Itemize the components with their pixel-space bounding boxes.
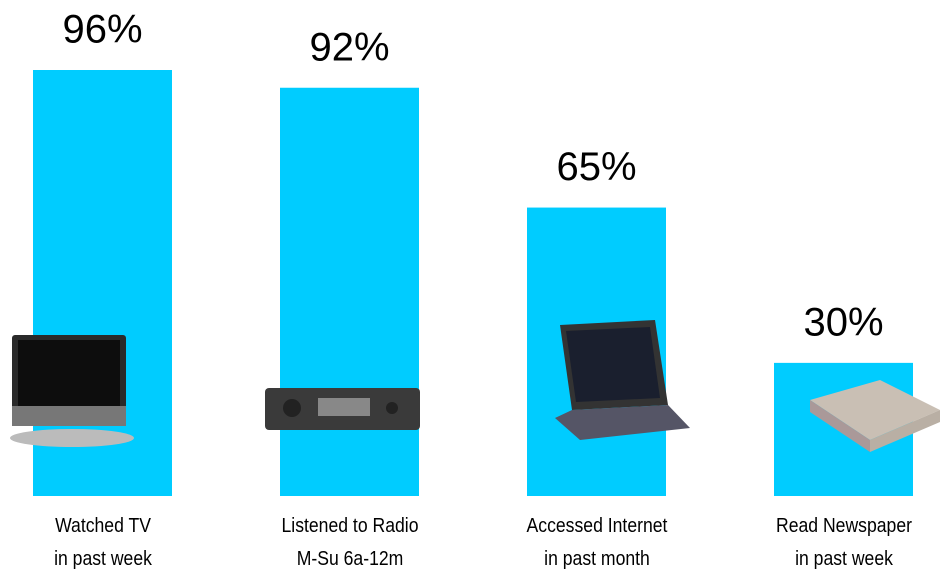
newspaper-icon: [810, 380, 940, 452]
category-label: Listened to Radio M-Su 6a-12m: [280, 515, 418, 570]
value-label: 65%: [556, 145, 636, 189]
value-label: 30%: [803, 300, 883, 344]
bar: [280, 87, 419, 496]
tv-icon: [10, 335, 134, 447]
bars: [33, 70, 913, 496]
category-label: Accessed Internet in past month: [526, 515, 667, 570]
value-label: 92%: [309, 25, 389, 69]
category-label: Watched TV in past week: [53, 515, 152, 570]
laptop-icon: [555, 320, 690, 440]
radio-icon: [265, 388, 420, 430]
value-label: 96%: [62, 8, 142, 52]
category-label: Read Newspaper in past week: [775, 515, 912, 570]
